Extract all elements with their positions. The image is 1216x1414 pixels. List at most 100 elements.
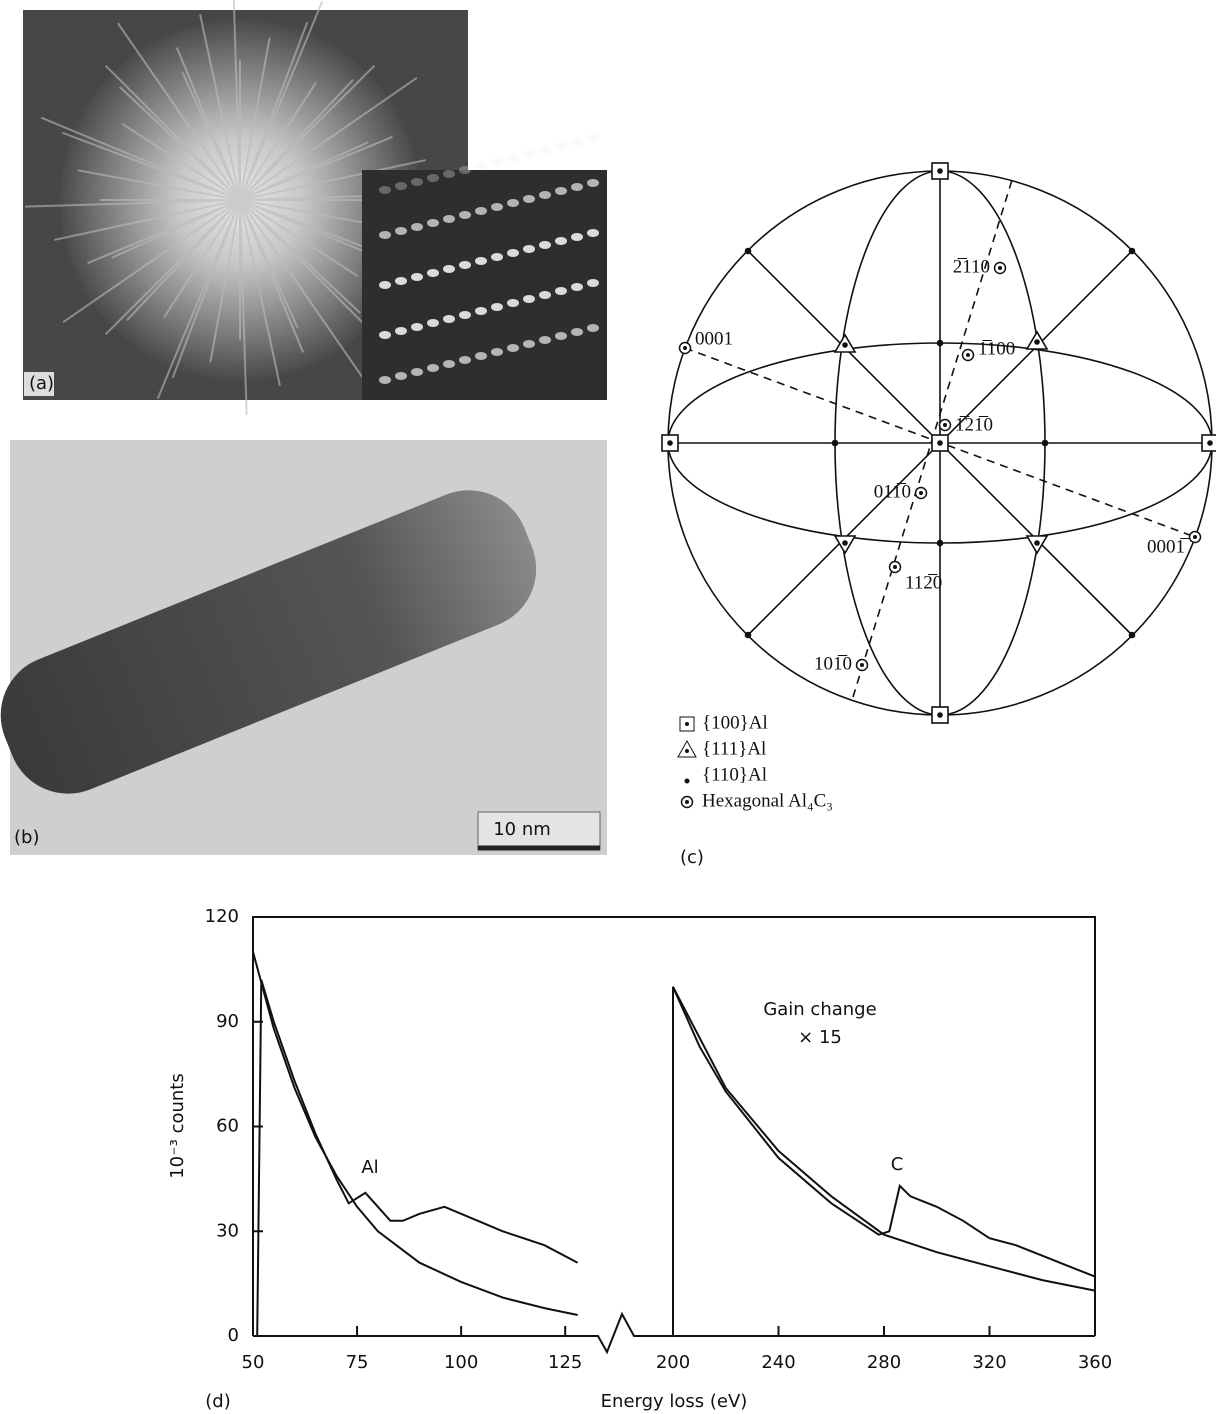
- hex-dot: [919, 491, 923, 495]
- pole-label: 011̅0: [874, 481, 911, 502]
- spot: [507, 299, 519, 307]
- spot: [411, 223, 423, 231]
- pole-label: 1̅21̅0: [955, 414, 993, 435]
- spot: [395, 227, 407, 235]
- spot: [379, 231, 391, 239]
- pole-110: [746, 633, 751, 638]
- spot: [523, 195, 535, 203]
- pole-110: [1130, 633, 1135, 638]
- spot: [587, 134, 599, 142]
- pole-dot: [938, 713, 942, 717]
- spot: [539, 291, 551, 299]
- legend-dot: [685, 722, 689, 726]
- spot: [379, 331, 391, 339]
- spot: [523, 340, 535, 348]
- legend-label: {100}Al: [702, 712, 768, 733]
- y-tick-label: 120: [205, 906, 239, 927]
- pole-label: 112̅0: [905, 572, 942, 593]
- x-tick-label: 240: [761, 1352, 795, 1373]
- spectrum-line: [257, 980, 578, 1336]
- spot: [523, 150, 535, 158]
- spot: [587, 279, 599, 287]
- hex-dot: [893, 565, 897, 569]
- annotation: × 15: [798, 1027, 842, 1048]
- pole-dot: [938, 441, 942, 445]
- spot: [379, 186, 391, 194]
- hex-dot: [966, 353, 970, 357]
- spot: [475, 352, 487, 360]
- spot: [571, 138, 583, 146]
- pole-110: [1130, 249, 1135, 254]
- hex-dot: [1193, 535, 1197, 539]
- spot: [395, 182, 407, 190]
- pole-dot: [1035, 340, 1039, 344]
- spot: [491, 348, 503, 356]
- pole-110: [938, 541, 943, 546]
- legend-label: {111}Al: [702, 738, 766, 759]
- panel-label: (c): [680, 847, 704, 868]
- spot: [443, 315, 455, 323]
- pole-110: [938, 341, 943, 346]
- spot: [475, 162, 487, 170]
- legend-label: Hexagonal Al₄C₃: [702, 790, 833, 811]
- spot: [443, 215, 455, 223]
- spot: [379, 281, 391, 289]
- spot: [395, 372, 407, 380]
- spot: [395, 277, 407, 285]
- spot: [571, 233, 583, 241]
- pole-label: 101̅0: [814, 653, 852, 674]
- spot: [491, 253, 503, 261]
- spot: [539, 146, 551, 154]
- spot: [555, 237, 567, 245]
- spot: [379, 376, 391, 384]
- spectrum-line: [673, 987, 1095, 1291]
- spot: [587, 229, 599, 237]
- hex-dot: [998, 266, 1002, 270]
- pole-dot: [938, 169, 942, 173]
- annotation: Gain change: [763, 999, 876, 1020]
- spot: [459, 166, 471, 174]
- pole-label: 2̅110: [953, 256, 990, 277]
- panel-a: (a): [23, 0, 607, 415]
- spot: [459, 211, 471, 219]
- x-tick-label: 50: [242, 1352, 265, 1373]
- spot: [555, 142, 567, 150]
- x-tick-label: 360: [1078, 1352, 1112, 1373]
- figure: (a) 10 nm (b) (c) 0001 2̅110 1̅100 1̅21̅0 01…: [0, 0, 1216, 1414]
- spectrum-line: [673, 987, 1095, 1336]
- y-tick-label: 90: [216, 1011, 239, 1032]
- hex-dot: [943, 423, 947, 427]
- spot: [411, 368, 423, 376]
- spot: [427, 319, 439, 327]
- pole-dot: [668, 441, 672, 445]
- spot: [539, 191, 551, 199]
- scale-bar-label: 10 nm: [493, 819, 551, 840]
- pole-label: 1̅100: [978, 338, 1015, 359]
- spot: [507, 249, 519, 257]
- spot: [523, 295, 535, 303]
- spot: [523, 245, 535, 253]
- inset-photo: [362, 170, 607, 400]
- x-axis-label: Energy loss (eV): [601, 1391, 748, 1412]
- spot: [491, 203, 503, 211]
- x-tick-label: 280: [867, 1352, 901, 1373]
- y-axis-label: 10⁻³ counts: [167, 1073, 188, 1179]
- spot: [443, 360, 455, 368]
- pole-label: 0001: [695, 328, 733, 349]
- spot: [475, 207, 487, 215]
- legend-dot: [685, 779, 690, 784]
- annotation: C: [891, 1154, 904, 1175]
- hex-dot: [683, 346, 687, 350]
- hex-dot: [685, 800, 689, 804]
- pole-110: [833, 441, 838, 446]
- spot: [443, 170, 455, 178]
- spot: [475, 307, 487, 315]
- spot: [443, 265, 455, 273]
- spot: [411, 323, 423, 331]
- spot: [427, 219, 439, 227]
- x-tick-label: 125: [548, 1352, 582, 1373]
- spot: [459, 356, 471, 364]
- panel-label: (b): [14, 827, 39, 848]
- x-tick-label: 320: [972, 1352, 1006, 1373]
- legend-dot: [685, 749, 689, 753]
